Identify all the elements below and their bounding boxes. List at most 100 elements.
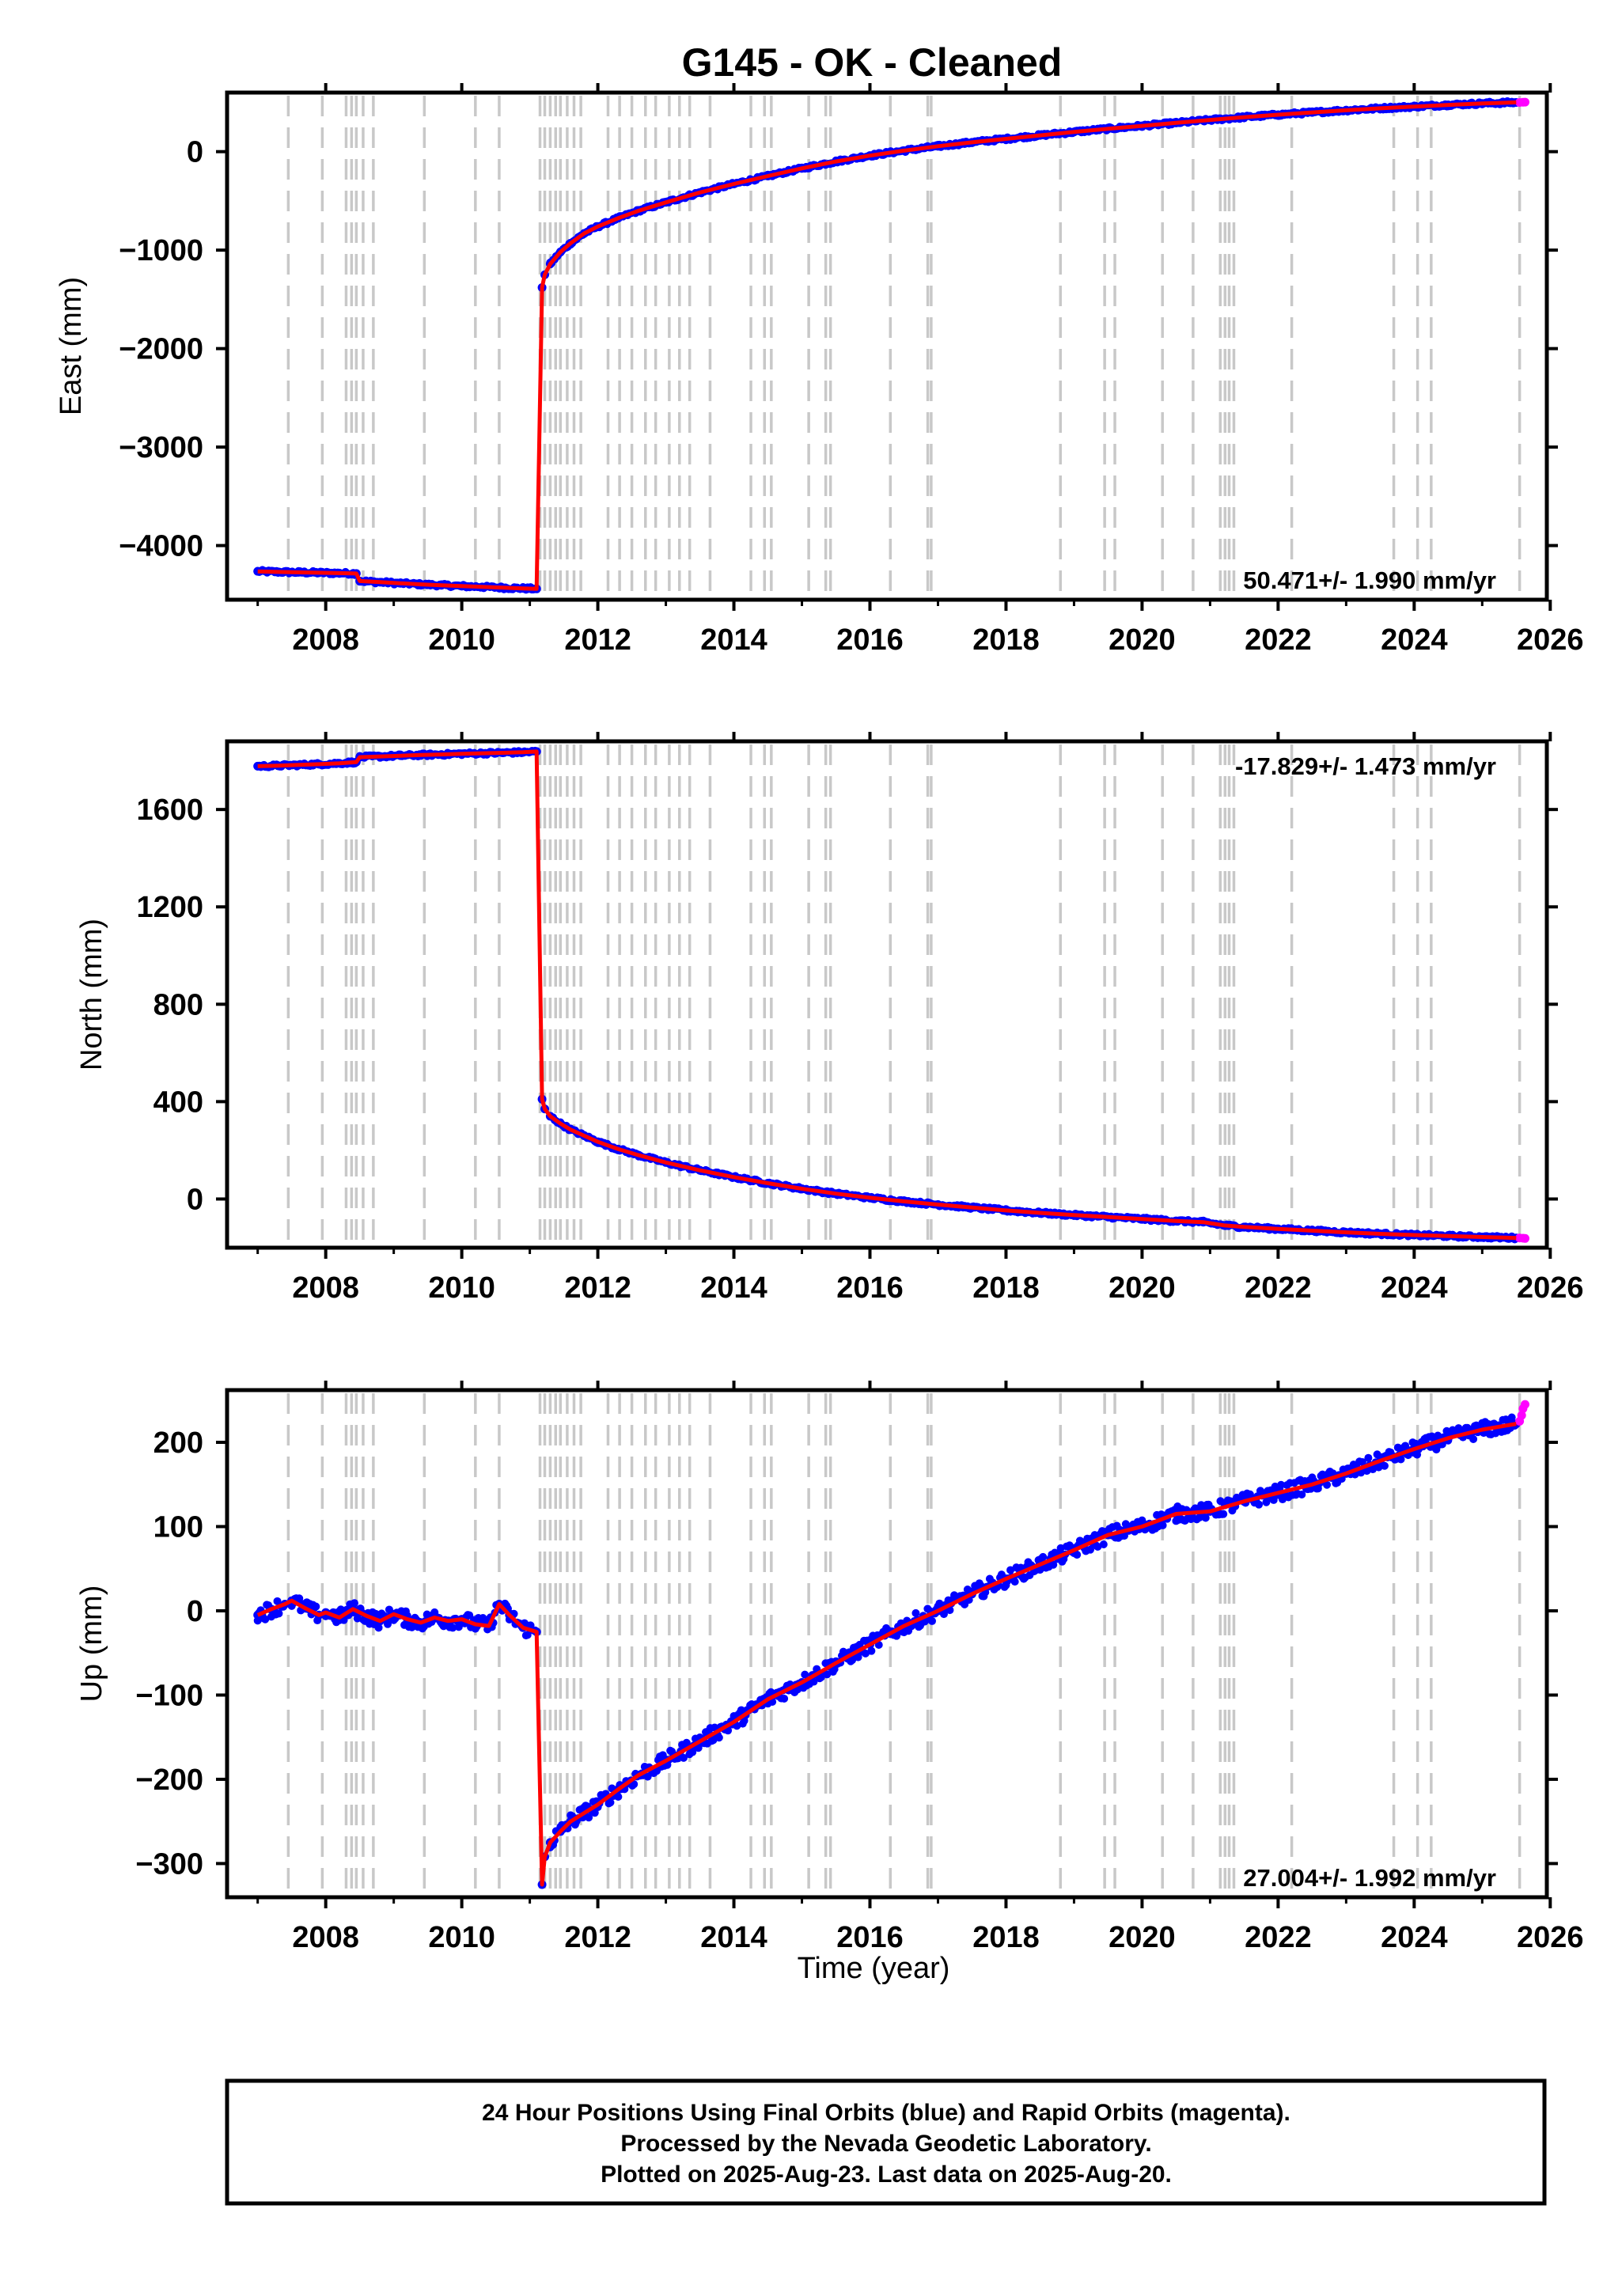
up-point xyxy=(1201,1514,1210,1522)
up-point xyxy=(606,1798,615,1807)
up-point xyxy=(1374,1463,1383,1472)
east-y-axis-label: East (mm) xyxy=(55,277,88,415)
north-model-line xyxy=(257,749,1517,1241)
up-point xyxy=(312,1602,320,1611)
up-point xyxy=(449,1623,457,1632)
footer-line-processed: Processed by the Nevada Geodetic Laborat… xyxy=(620,2131,1151,2157)
up-event-lines xyxy=(286,1393,1522,1894)
up-point xyxy=(1469,1434,1478,1443)
up-x-tick-label: 2012 xyxy=(564,1921,631,1954)
north-y-tick-label: 400 xyxy=(153,1085,203,1119)
north-x-axis: 2008 2010 2012 2014 2016 2018 2020 2022 2024 2026 xyxy=(256,732,1584,1305)
up-point xyxy=(1086,1545,1095,1554)
north-x-tick-label: 2024 xyxy=(1381,1271,1448,1305)
x-axis-label: Time (year) xyxy=(798,1952,950,1985)
up-point xyxy=(1006,1566,1015,1574)
east-panel: 2008 2010 2012 2014 2016 2018 2020 2022 2024 2026… xyxy=(55,83,1584,657)
up-point xyxy=(1397,1455,1405,1464)
north-y-tick-label: 0 xyxy=(187,1183,203,1216)
north-x-tick-label: 2026 xyxy=(1517,1271,1584,1305)
up-panel: 2008 2010 2012 2014 2016 2018 2020 2022 2024 2026… xyxy=(75,1381,1584,1954)
east-event-lines xyxy=(286,96,1522,597)
north-point xyxy=(1520,1233,1529,1243)
up-x-tick-label: 2020 xyxy=(1108,1921,1176,1954)
up-point xyxy=(780,1694,789,1703)
up-point xyxy=(1277,1480,1286,1489)
east-x-axis: 2008 2010 2012 2014 2016 2018 2020 2022 2024 2026 xyxy=(256,83,1584,657)
up-x-tick-label: 2010 xyxy=(428,1921,495,1954)
up-point xyxy=(848,1656,857,1665)
north-x-tick-label: 2012 xyxy=(564,1271,631,1305)
up-point xyxy=(928,1616,937,1625)
up-point xyxy=(384,1620,392,1628)
up-point xyxy=(261,1615,270,1623)
up-point xyxy=(1219,1510,1228,1518)
up-point xyxy=(1255,1500,1264,1509)
up-point xyxy=(353,1614,362,1623)
east-frame xyxy=(225,90,1549,602)
up-point xyxy=(1393,1443,1402,1452)
east-x-tick-label: 2026 xyxy=(1517,623,1584,657)
up-y-axis: 200 100 0 −100 −200 −300 xyxy=(135,1426,1558,1881)
up-point xyxy=(523,1631,532,1639)
north-y-tick-label: 800 xyxy=(153,988,203,1021)
up-model-line xyxy=(256,1422,1517,1887)
up-point xyxy=(911,1608,920,1617)
up-point xyxy=(1323,1480,1332,1489)
up-x-tick-label: 2014 xyxy=(700,1921,767,1954)
north-x-tick-label: 2022 xyxy=(1245,1271,1312,1305)
up-point xyxy=(1093,1542,1102,1551)
north-x-tick-label: 2016 xyxy=(836,1271,904,1305)
up-x-tick-label: 2016 xyxy=(836,1921,904,1954)
north-x-tick-label: 2020 xyxy=(1108,1271,1176,1305)
east-model-line xyxy=(257,100,1517,591)
east-y-tick-label: −3000 xyxy=(119,431,203,464)
up-y-tick-label: −100 xyxy=(135,1679,203,1712)
up-rate-label: 27.004+/- 1.992 mm/yr xyxy=(1243,1864,1496,1892)
up-point xyxy=(1099,1540,1108,1548)
east-x-tick-label: 2008 xyxy=(292,623,359,657)
up-point xyxy=(614,1792,623,1801)
east-x-tick-label: 2018 xyxy=(972,623,1040,657)
north-y-axis-label: North (mm) xyxy=(75,919,108,1070)
north-x-tick-label: 2014 xyxy=(700,1271,767,1305)
north-point xyxy=(253,761,263,771)
up-point xyxy=(801,1670,809,1679)
up-frame xyxy=(225,1388,1549,1900)
up-point xyxy=(867,1646,876,1655)
up-point xyxy=(1010,1578,1019,1586)
east-y-tick-label: −1000 xyxy=(119,234,203,267)
up-point xyxy=(714,1733,723,1742)
up-point xyxy=(374,1623,383,1632)
north-x-tick-label: 2008 xyxy=(292,1271,359,1305)
east-y-tick-label: −4000 xyxy=(119,530,203,563)
east-point xyxy=(253,566,263,576)
up-y-tick-label: −300 xyxy=(135,1847,203,1881)
north-y-tick-label: 1200 xyxy=(136,891,203,924)
north-rate-label: -17.829+/- 1.473 mm/yr xyxy=(1235,752,1496,780)
footer-box: 24 Hour Positions Using Final Orbits (bl… xyxy=(225,2078,1547,2206)
up-y-tick-label: 200 xyxy=(153,1426,203,1460)
up-point xyxy=(1262,1498,1271,1506)
north-frame xyxy=(225,739,1549,1250)
east-x-tick-label: 2012 xyxy=(564,623,631,657)
up-point xyxy=(823,1670,832,1679)
up-x-tick-label: 2008 xyxy=(292,1921,359,1954)
east-y-axis: 0 −1000 −2000 −3000 −4000 xyxy=(119,136,1558,563)
up-point xyxy=(1298,1490,1306,1498)
up-x-tick-label: 2018 xyxy=(972,1921,1040,1954)
up-point xyxy=(1520,1400,1529,1409)
up-x-axis: 2008 2010 2012 2014 2016 2018 2020 2022 2024 2026 xyxy=(256,1381,1584,1954)
east-x-tick-label: 2020 xyxy=(1108,623,1176,657)
up-point xyxy=(892,1631,901,1640)
up-point xyxy=(688,1748,697,1756)
up-point xyxy=(407,1623,416,1631)
north-y-axis: 1600 1200 800 400 0 xyxy=(136,794,1558,1216)
east-x-tick-label: 2010 xyxy=(428,623,495,657)
north-x-tick-label: 2018 xyxy=(972,1271,1040,1305)
up-point xyxy=(679,1753,688,1762)
up-point xyxy=(1364,1453,1373,1462)
figure-title: G145 - OK - Cleaned xyxy=(682,40,1063,85)
